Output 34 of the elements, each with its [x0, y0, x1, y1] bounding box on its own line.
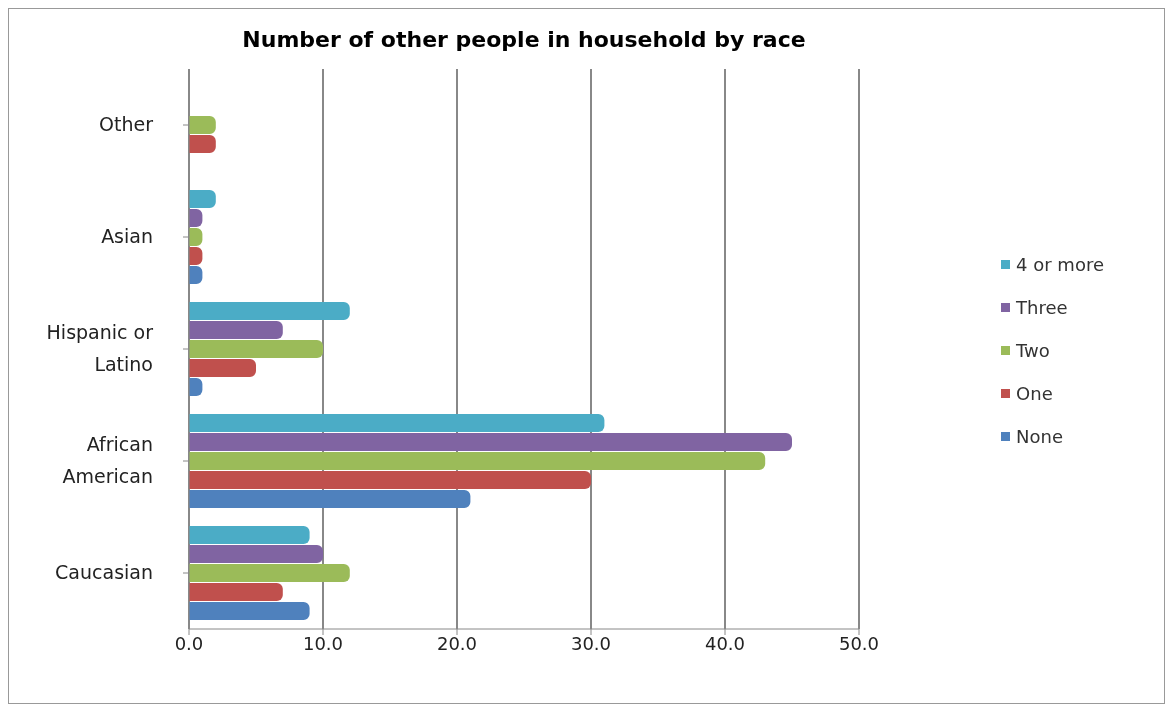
bar — [189, 432, 792, 451]
y-tick-label: African American — [62, 433, 153, 487]
legend-label: Two — [1016, 340, 1050, 361]
y-tick-label: Hispanic or Latino — [46, 321, 154, 375]
x-tick-label: 40.0 — [704, 632, 746, 654]
bar — [189, 115, 216, 134]
bar — [189, 601, 310, 620]
bar — [189, 451, 766, 470]
chart-title: Number of other people in household by race — [241, 27, 807, 52]
bar — [189, 320, 283, 339]
bar — [189, 470, 591, 489]
legend-label: 4 or more — [1016, 254, 1104, 275]
x-tick-label: 0.0 — [174, 632, 204, 654]
bar — [189, 134, 216, 153]
x-tick-label: 50.0 — [838, 632, 880, 654]
bar — [189, 563, 350, 582]
y-tick-label: Caucasian — [55, 561, 153, 583]
x-tick-label: 30.0 — [570, 632, 612, 654]
bar — [189, 582, 283, 601]
bar — [189, 525, 310, 544]
bar — [189, 358, 256, 377]
x-tick-label: 10.0 — [302, 632, 344, 654]
bar — [189, 413, 605, 432]
bar — [189, 339, 323, 358]
legend-label: One — [1016, 383, 1053, 404]
legend-label: None — [1016, 426, 1064, 447]
bar — [189, 189, 216, 208]
bar — [189, 544, 323, 563]
y-tick-label: Other — [99, 113, 154, 135]
y-tick-label: Asian — [101, 225, 153, 247]
bar — [189, 489, 471, 508]
bar — [189, 301, 350, 320]
x-tick-label: 20.0 — [436, 632, 478, 654]
legend-label: Three — [1016, 297, 1068, 318]
